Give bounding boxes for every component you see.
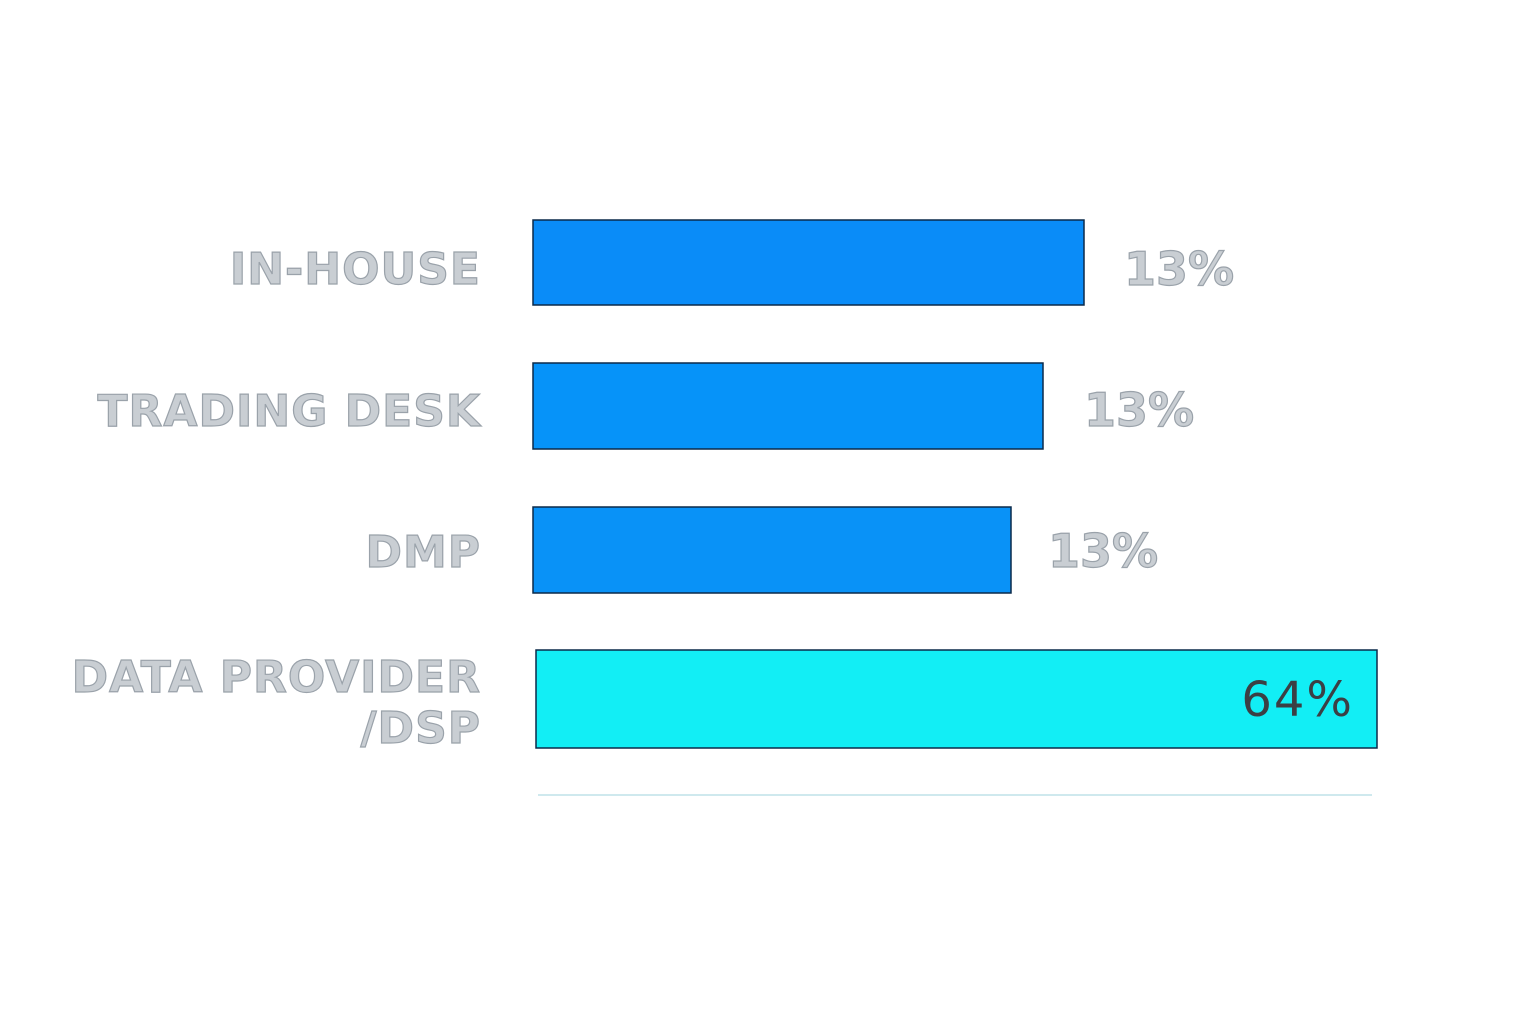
value-label-in-house: 13% (1124, 242, 1234, 296)
value-label-dmp: 13% (1048, 524, 1158, 578)
value-label-trading-desk: 13% (1084, 383, 1194, 437)
bar-in-house (532, 219, 1085, 306)
bar-trading-desk (532, 362, 1044, 450)
value-labels-group: 13% 13% 13% 64% (1047, 241, 1354, 728)
category-label-data-provider-dsp-line-2: /DSP (360, 703, 481, 754)
category-label-data-provider-dsp-line-1: DATA PROVIDER (72, 652, 481, 703)
category-label-dmp: DMP (365, 527, 481, 578)
bar-dmp (532, 506, 1012, 594)
bar-data-provider-dsp (535, 649, 1378, 749)
category-label-trading-desk: TRADING DESK (98, 386, 482, 437)
category-labels-group: IN-HOUSE TRADING DESK DMP DATA PROVIDER/DSP (71, 243, 482, 754)
bars-group (532, 219, 1378, 749)
category-label-in-house: IN-HOUSE (230, 244, 481, 295)
value-label-data-provider-dsp: 64% (1241, 672, 1354, 728)
